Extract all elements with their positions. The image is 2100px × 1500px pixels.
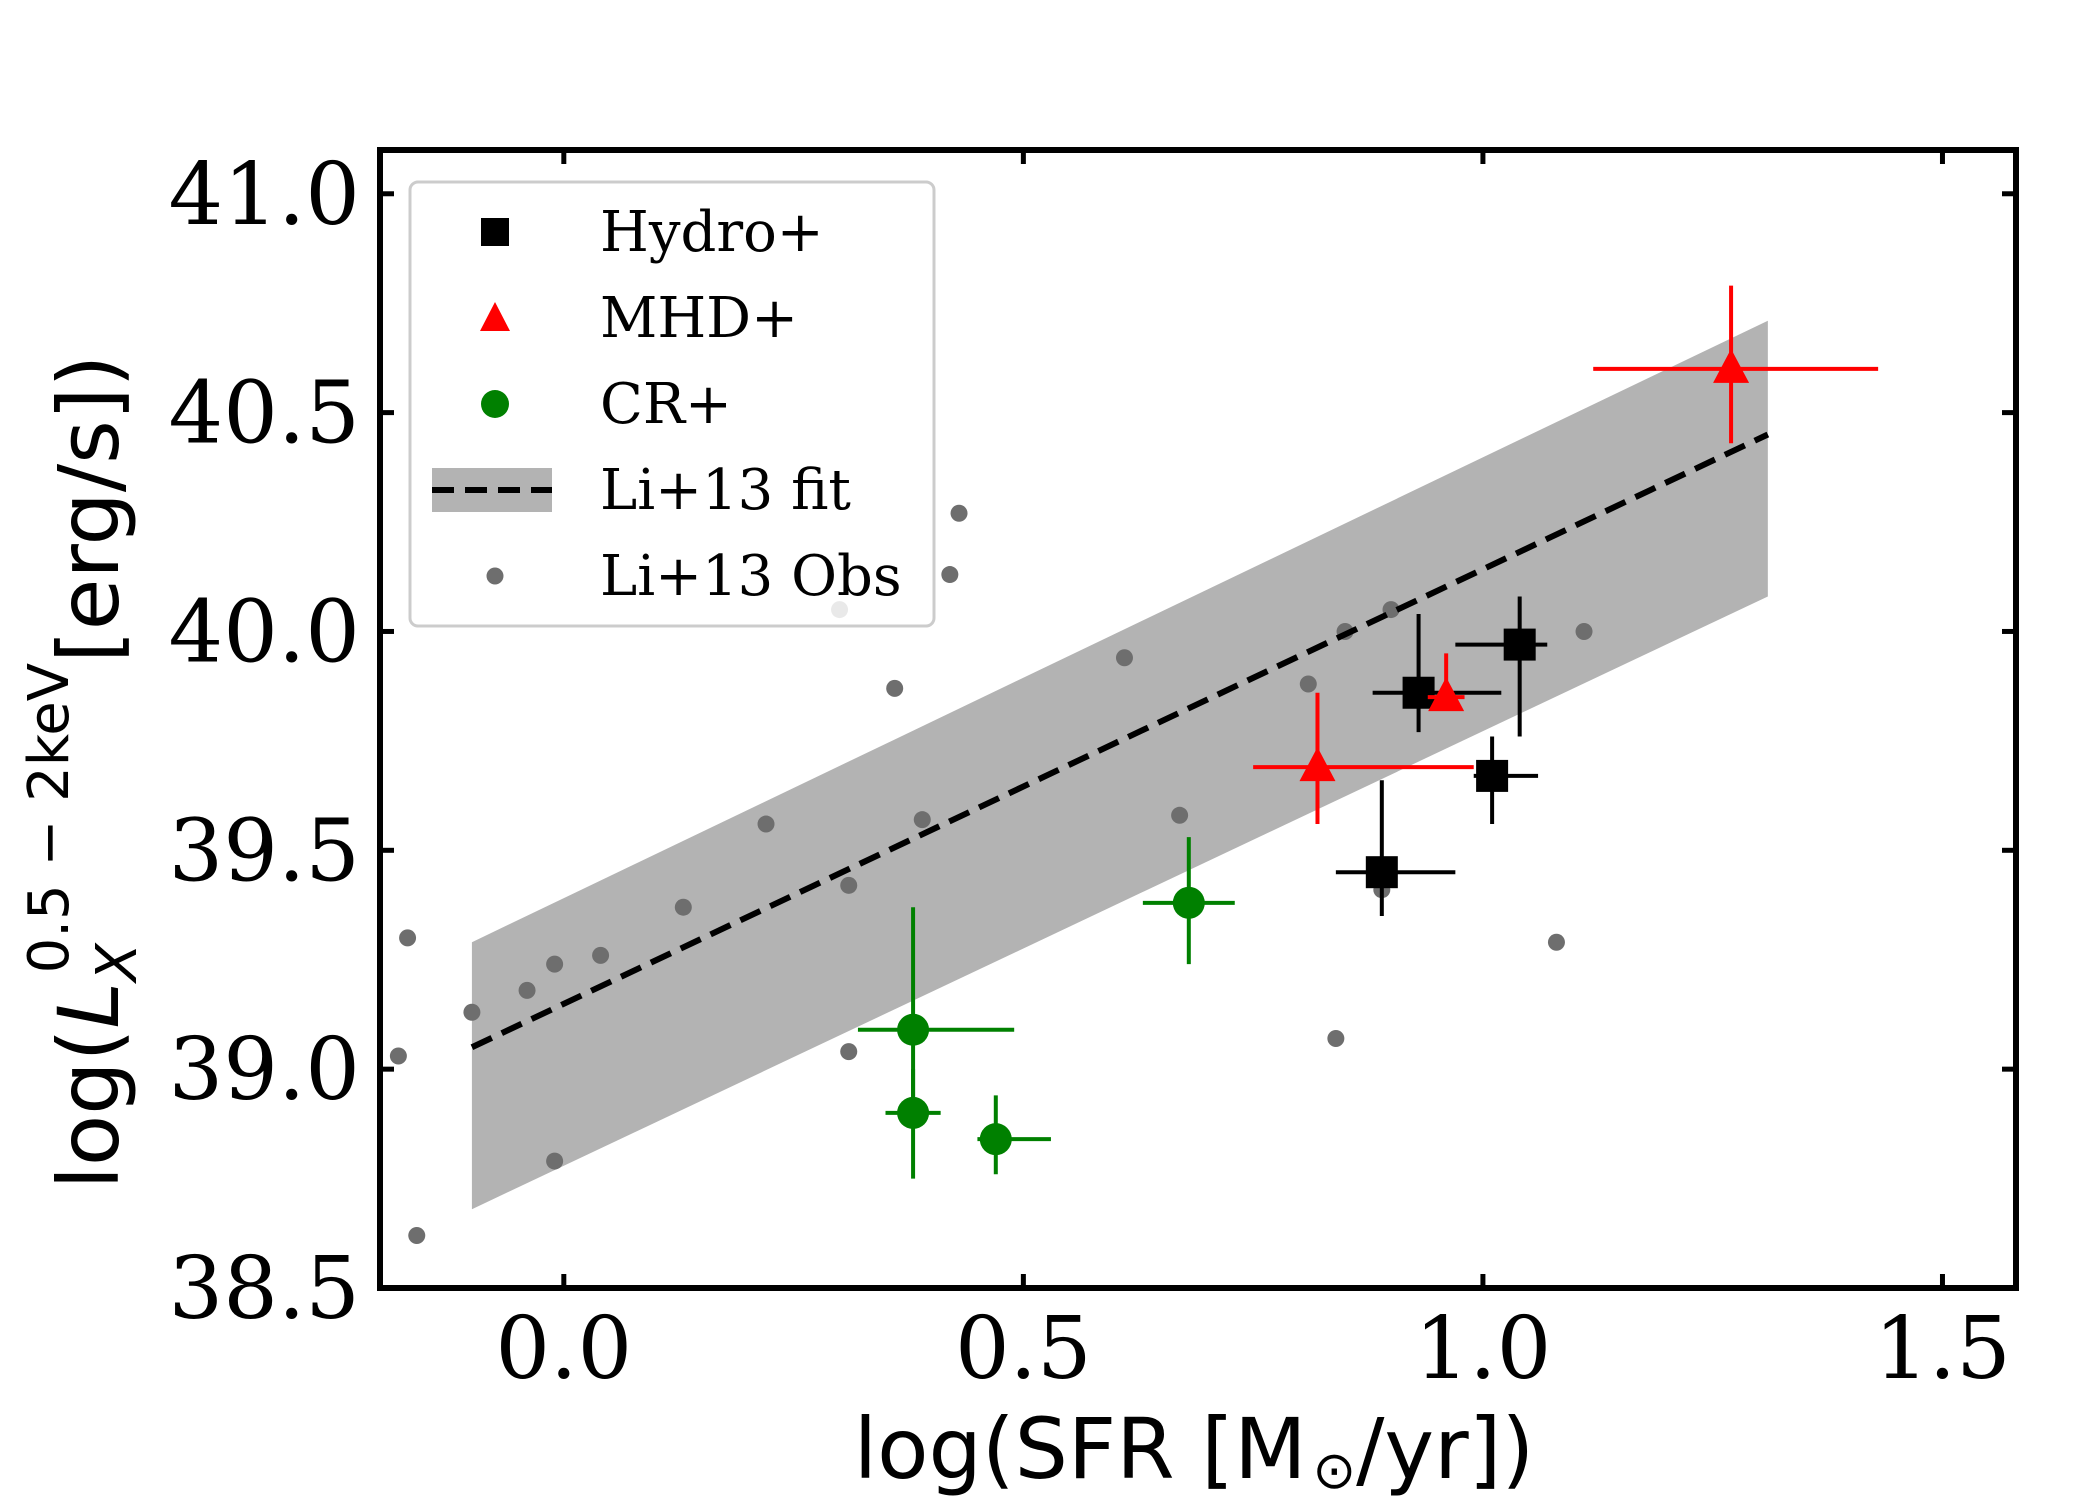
legend-label: CR+	[600, 372, 732, 437]
x-tick-label: 1.5	[1874, 1299, 2011, 1399]
obs-point	[674, 898, 692, 916]
data-point-triangle	[1713, 348, 1750, 383]
legend-label: Li+13 fit	[600, 458, 851, 523]
data-point-square	[1503, 628, 1536, 661]
legend-item-cr: CR+	[481, 372, 732, 437]
y-tick-label: 40.5	[169, 364, 360, 464]
y-tick-label: 41.0	[169, 145, 360, 245]
fit-band	[471, 320, 1768, 1210]
obs-point	[757, 815, 775, 833]
data-point-triangle	[1299, 747, 1336, 782]
obs-point	[840, 1043, 858, 1061]
data-point-square	[1365, 856, 1398, 889]
x-axis-label: log(SFR [M ⊙/yr])	[854, 1400, 1534, 1500]
obs-point	[1575, 622, 1593, 640]
plot-area	[389, 285, 1879, 1244]
series-mhd	[1253, 285, 1879, 825]
x-tick-label: 0.0	[495, 1299, 632, 1399]
data-point-square	[1402, 676, 1435, 709]
data-point-square	[1476, 759, 1509, 792]
obs-point	[518, 981, 536, 999]
obs-point	[1547, 933, 1565, 951]
x-tick-label: 0.5	[955, 1299, 1092, 1399]
data-point-triangle	[1428, 677, 1465, 712]
obs-point	[1115, 649, 1133, 667]
data-point-circle	[897, 1096, 930, 1129]
obs-point	[1382, 601, 1400, 619]
fit-line	[470, 431, 1770, 1050]
obs-point	[463, 1003, 481, 1021]
series-hydro	[1335, 596, 1548, 916]
obs-point	[592, 946, 610, 964]
obs-point	[1299, 675, 1317, 693]
obs-point	[950, 504, 968, 522]
legend-marker-dot	[486, 567, 504, 585]
legend-label: Hydro+	[600, 200, 824, 265]
obs-point	[408, 1226, 426, 1244]
series-cr	[857, 837, 1235, 1179]
legend-marker-triangle	[480, 302, 510, 331]
y-tick-label: 38.5	[169, 1239, 360, 1339]
legend-label: Li+13 Obs	[600, 544, 902, 609]
legend: Hydro+ MHD+ CR+ Li+13 fit Li+13 Obs	[408, 180, 936, 628]
y-tick-label: 39.0	[169, 1020, 360, 1120]
obs-point	[913, 811, 931, 829]
legend-item-li13fit: Li+13 fit	[432, 458, 851, 523]
legend-label: MHD+	[600, 286, 798, 351]
obs-point	[840, 876, 858, 894]
legend-item-li13obs: Li+13 Obs	[486, 544, 902, 609]
legend-item-hydro: Hydro+	[481, 200, 824, 265]
plot-content	[389, 285, 1879, 1244]
obs-point	[1327, 1030, 1345, 1048]
y-axis-label: log(LX0.5 − 2keV[erg/s])	[17, 355, 150, 1190]
legend-marker-square	[481, 218, 509, 246]
obs-point	[941, 566, 959, 584]
obs-point	[886, 679, 904, 697]
x-tick-label: 1.0	[1415, 1299, 1552, 1399]
obs-point	[389, 1047, 407, 1065]
data-point-circle	[897, 1013, 930, 1046]
axes-frame	[377, 147, 2019, 1291]
legend-item-mhd: MHD+	[480, 286, 798, 351]
axes: 0.0 0.5 1.0 1.5 38.5 39.0 39.5 40.0 40.5 41.0	[169, 145, 2019, 1399]
data-point-circle	[979, 1123, 1012, 1156]
obs-point	[546, 955, 564, 973]
legend-marker-circle	[481, 390, 509, 418]
obs-point	[546, 1152, 564, 1170]
obs-point	[399, 929, 417, 947]
data-point-circle	[1172, 886, 1205, 919]
y-tick-label: 40.0	[169, 582, 360, 682]
legend-box	[408, 180, 936, 628]
y-tick-label: 39.5	[169, 801, 360, 901]
obs-point	[1171, 806, 1189, 824]
